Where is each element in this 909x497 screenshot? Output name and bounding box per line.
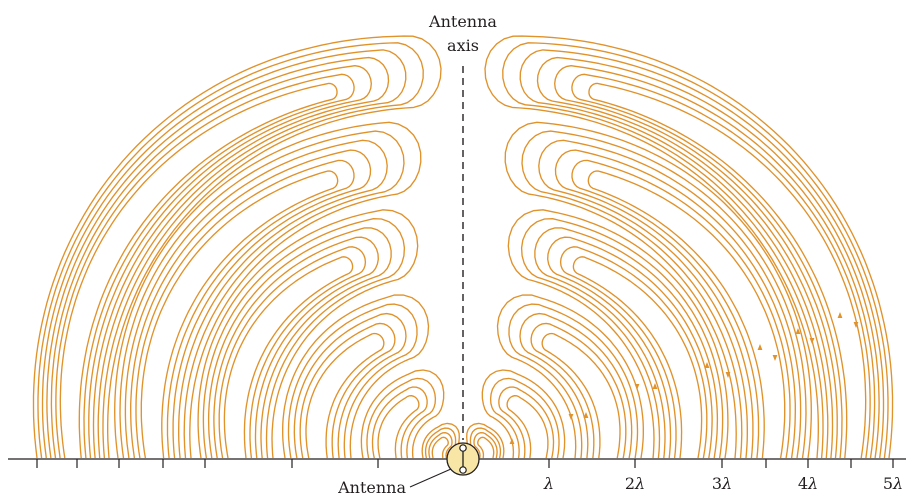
arrow-icon [837, 312, 843, 318]
field-line-loop [371, 386, 428, 459]
field-line-loop [554, 65, 876, 459]
arrow-icon [704, 362, 710, 368]
field-line-loop [41, 49, 407, 459]
field-line-loop [534, 227, 719, 459]
field-line-loop [559, 246, 708, 459]
antenna-leader-line [409, 468, 452, 488]
field-line-loop [571, 159, 791, 459]
field-line-loop [207, 227, 392, 459]
field-line-loop [572, 256, 703, 459]
field-line-loop [37, 42, 424, 459]
field-line-loop [140, 170, 339, 459]
field-line-loop [519, 49, 885, 459]
field-line-loop [50, 65, 372, 459]
field-line-loop [119, 130, 405, 459]
field-line-loop [218, 246, 367, 459]
field-line-loop [538, 139, 802, 459]
field-line-loop [530, 322, 627, 459]
field-line-loop [114, 121, 422, 459]
arrow-icon [809, 338, 815, 344]
field-line-loop [541, 332, 621, 459]
field-line-loop [135, 159, 355, 459]
arrow-icon [853, 322, 859, 328]
field-line-loop [431, 436, 449, 459]
arrow-icon [795, 328, 801, 334]
arrow-icon [725, 372, 731, 378]
arrow-icon [509, 438, 515, 444]
field-line-loop [46, 56, 390, 459]
field-line-loop [502, 42, 889, 459]
arrow-icon [652, 383, 658, 389]
axis-ticks [36, 459, 894, 468]
dipole-antenna-icon [446, 442, 480, 476]
field-line-loop [360, 369, 445, 459]
field-line-loop [536, 56, 880, 459]
field-line-loop [293, 312, 407, 459]
field-line-loop [506, 395, 549, 459]
arrow-icon [568, 414, 574, 420]
field-arrows [509, 312, 859, 444]
field-lines-right [466, 35, 894, 459]
field-line-loop [498, 386, 555, 459]
field-line-loop [55, 73, 355, 459]
field-line-loop [554, 149, 796, 459]
field-line-loop [197, 209, 419, 459]
field-line-loop [202, 218, 406, 459]
field-line-loop [213, 236, 379, 459]
field-line-loop [521, 130, 807, 459]
axis-label-line1: Antenna [428, 12, 497, 31]
field-line-loop [282, 294, 430, 459]
field-line-loop [305, 332, 385, 459]
field-line-loop [519, 312, 633, 459]
field-line-loop [377, 395, 420, 459]
scale-label: λ [543, 474, 554, 493]
field-line-loop [484, 35, 894, 459]
antenna-label: Antenna [337, 478, 406, 497]
field-line-loop [428, 432, 453, 459]
scale-label: 5λ [883, 474, 903, 493]
field-line-loop [520, 218, 724, 459]
field-line-loop [571, 73, 871, 459]
arrow-icon [634, 384, 640, 390]
scale-label: 4λ [798, 474, 818, 493]
field-line-loop [366, 377, 437, 459]
field-line-loop [299, 322, 396, 459]
scale-label: 2λ [625, 474, 645, 493]
field-lines-left [32, 35, 460, 459]
field-line-loop [130, 149, 372, 459]
field-line-loop [588, 82, 867, 459]
field-line-loop [547, 236, 713, 459]
field-line-loop [587, 170, 786, 459]
arrow-icon [583, 412, 589, 418]
field-line-loop [473, 432, 498, 459]
field-line-loop [507, 209, 729, 459]
scale-label: 3λ [712, 474, 732, 493]
field-line-loop [59, 82, 338, 459]
field-line-loop [32, 35, 442, 459]
axis-label-line2: axis [447, 36, 479, 55]
field-line-loop [504, 121, 812, 459]
field-line-loop [489, 377, 560, 459]
field-line-loop [124, 139, 388, 459]
arrow-icon [757, 344, 763, 350]
field-line-loop [508, 303, 639, 459]
scale-labels: λ 2λ 3λ 4λ 5λ [543, 474, 903, 493]
field-line-loop [223, 256, 354, 459]
field-line-loop [496, 294, 644, 459]
arrow-icon [772, 355, 778, 361]
field-line-loop [481, 369, 566, 459]
field-line-loop [287, 303, 418, 459]
field-line-loop [477, 436, 495, 459]
